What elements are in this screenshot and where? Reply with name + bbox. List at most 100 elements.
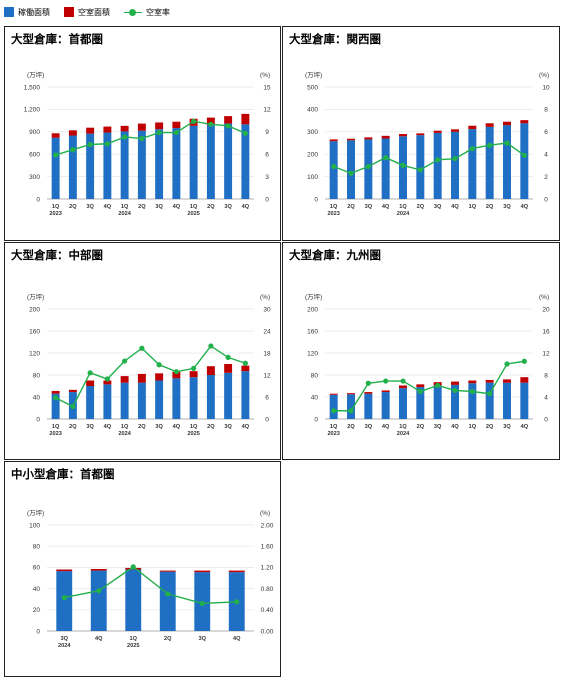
x-tick-label: 2Q: [207, 204, 215, 210]
chart-panel-large-kyushu: 大型倉庫：九州圏 (万坪) (%) 0 0 40 4 80 8 120 12 160 16 200 20 1…: [282, 242, 560, 460]
legend-swatch-rate: [124, 7, 142, 17]
bar-occupied: [520, 382, 529, 419]
chart-title: 大型倉庫：九州圏: [289, 250, 381, 262]
x-tick-label: 1Q: [190, 204, 198, 210]
vacancy-rate-point: [400, 378, 406, 384]
vacancy-rate-point: [383, 378, 389, 384]
x-tick-label: 1Q: [190, 424, 198, 430]
vacancy-rate-point: [242, 360, 248, 366]
vacancy-rate-point: [469, 146, 475, 152]
bar-vacant: [155, 373, 164, 381]
bar-vacant: [120, 125, 129, 132]
x-tick-label: 2Q: [138, 424, 146, 430]
x-tick-label: 4Q: [242, 204, 250, 210]
x-tick-label: 2Q: [138, 204, 146, 210]
y-tick-label: 160: [307, 328, 318, 335]
y-tick-label: 0: [36, 628, 40, 635]
y2-tick-label: 0: [265, 416, 269, 423]
y-tick-label: 80: [33, 372, 41, 379]
y2-tick-label: 12: [263, 107, 271, 114]
y2-axis-unit-label: (%): [260, 294, 270, 301]
y-tick-label: 0: [314, 416, 318, 423]
bar-occupied: [520, 123, 529, 199]
y-tick-label: 900: [29, 129, 40, 136]
bar-vacant: [206, 366, 215, 375]
y-tick-label: 200: [307, 152, 318, 159]
bar-vacant: [86, 127, 95, 134]
vacancy-rate-point: [96, 588, 102, 594]
bar-vacant: [172, 371, 181, 379]
legend-item-rate: 空室率: [124, 7, 170, 18]
y-tick-label: 100: [29, 522, 40, 529]
y2-tick-label: 9: [265, 129, 269, 136]
vacancy-rate-point: [191, 118, 197, 124]
vacancy-rate-point: [130, 564, 136, 570]
x-tick-label: 3Q: [503, 204, 511, 210]
x-tick-label: 2Q: [69, 204, 77, 210]
bar-occupied: [241, 371, 250, 419]
y2-axis-unit-label: (%): [539, 294, 549, 301]
vacancy-rate-point: [521, 152, 527, 158]
y-tick-label: 600: [29, 152, 40, 159]
y2-tick-label: 24: [263, 328, 271, 335]
x-tick-label: 3Q: [61, 636, 69, 642]
x-tick-label: 2Q: [164, 636, 172, 642]
x-tick-label: 1Q: [399, 204, 407, 210]
vacancy-rate-point: [504, 140, 510, 146]
vacancy-rate-point: [53, 152, 59, 158]
y2-tick-label: 15: [263, 84, 271, 91]
y2-tick-label: 16: [542, 328, 550, 335]
vacancy-rate-point: [242, 130, 248, 136]
bar-vacant: [68, 130, 77, 136]
y2-tick-label: 1.60: [261, 544, 274, 551]
bar-occupied: [137, 130, 146, 199]
vacancy-rate-point: [208, 343, 214, 349]
x-year-label: 2024: [58, 643, 71, 649]
bar-occupied: [433, 385, 442, 419]
bar-vacant: [364, 392, 373, 394]
y2-tick-label: 8: [544, 372, 548, 379]
x-tick-label: 4Q: [173, 424, 181, 430]
y-axis-unit-label: (万坪): [27, 509, 44, 517]
x-tick-label: 4Q: [451, 204, 459, 210]
bar-vacant: [485, 123, 494, 127]
bar-vacant: [399, 134, 407, 137]
y2-tick-label: 12: [263, 372, 271, 379]
bar-occupied: [189, 125, 198, 199]
bar-occupied: [364, 393, 373, 419]
bar-vacant: [90, 568, 107, 571]
x-tick-label: 1Q: [52, 424, 60, 430]
vacancy-rate-point: [417, 388, 423, 395]
chart-title: 大型倉庫：関西圏: [289, 34, 381, 46]
bar-occupied: [381, 138, 390, 199]
y2-tick-label: 30: [263, 306, 271, 313]
bar-vacant: [224, 116, 233, 124]
bar-vacant: [399, 385, 407, 389]
y-axis-unit-label: (万坪): [27, 71, 44, 79]
vacancy-rate-point: [225, 123, 231, 129]
bar-occupied: [451, 131, 459, 199]
x-tick-label: 3Q: [434, 424, 442, 430]
vacancy-rate-point: [521, 358, 527, 364]
vacancy-rate-line: [333, 360, 525, 412]
bar-occupied: [56, 571, 73, 631]
bar-occupied: [86, 386, 95, 419]
vacancy-rate-point: [139, 345, 145, 351]
y-tick-label: 200: [29, 306, 40, 313]
y-tick-label: 40: [311, 394, 319, 401]
bar-vacant: [416, 133, 425, 136]
x-tick-label: 4Q: [104, 204, 112, 210]
x-year-label: 2025: [187, 211, 199, 217]
bar-occupied: [399, 388, 407, 419]
bar-vacant: [137, 123, 146, 131]
x-tick-label: 2Q: [486, 204, 494, 210]
vacancy-rate-point: [199, 600, 205, 607]
bar-occupied: [224, 372, 233, 419]
bar-occupied: [172, 378, 181, 419]
chart-panel-large-chubu: 大型倉庫：中部圏 (万坪) (%) 0 0 40 6 80 12 120 18 160 24 200 30…: [4, 242, 281, 460]
bar-occupied: [155, 380, 164, 419]
bar-occupied: [364, 139, 373, 199]
bar-vacant: [468, 125, 477, 130]
x-tick-label: 2Q: [347, 204, 355, 210]
bar-occupied: [120, 382, 129, 419]
